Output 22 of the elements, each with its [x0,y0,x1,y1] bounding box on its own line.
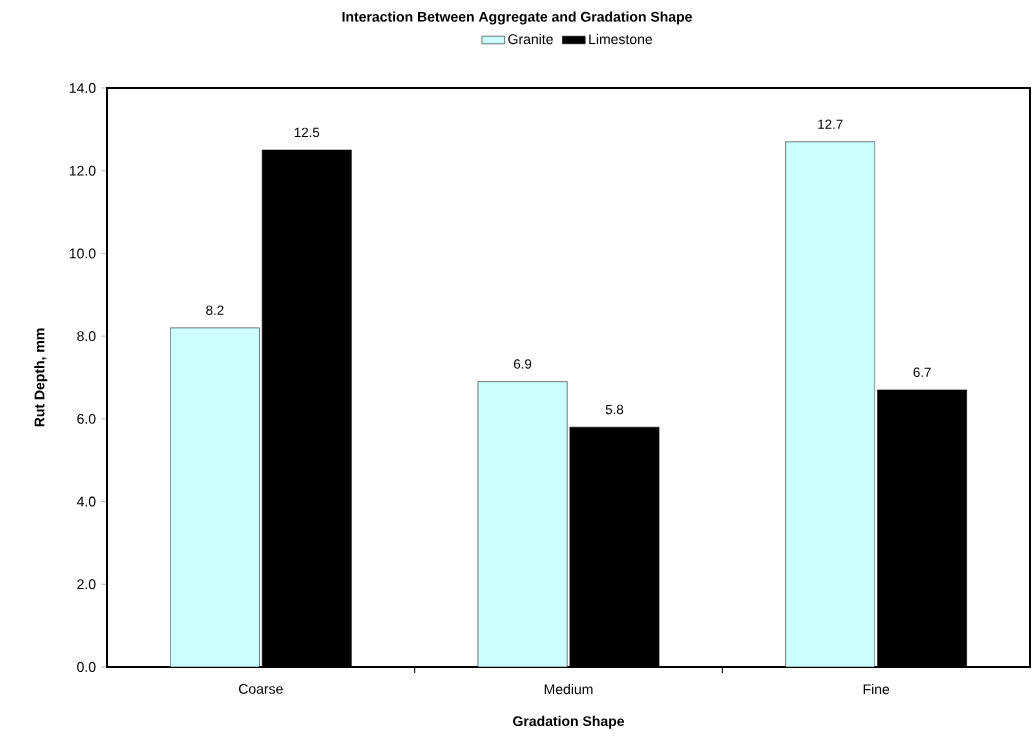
data-label: 6.9 [513,359,532,369]
y-tick-label: 10.0 [69,248,96,259]
chart-title: Interaction Between Aggregate and Gradation Shape [342,11,692,25]
data-label: 8.2 [206,305,224,315]
x-tick-label: Fine [863,683,890,695]
x-tick-label: Coarse [238,683,283,694]
x-tick-label: Medium [544,683,593,695]
y-tick-label: 0.0 [77,662,96,672]
y-axis-title: Rut Depth, mm [34,328,48,427]
x-axis-title: Gradation Shape [513,715,625,729]
y-tick-label: 2.0 [77,579,96,590]
y-tick-label: 6.0 [77,413,96,424]
y-tick-label: 4.0 [76,496,96,507]
legend-label: Granite [508,33,553,45]
y-tick-label: 14.0 [69,83,96,93]
legend-label: Limestone [589,33,653,45]
y-tick-label: 8.0 [77,331,96,342]
data-label: 5.8 [605,404,624,415]
data-label: 12.7 [818,119,843,129]
y-tick-label: 12.0 [69,165,96,176]
data-label: 12.5 [294,127,320,138]
data-label: 6.7 [913,367,931,377]
